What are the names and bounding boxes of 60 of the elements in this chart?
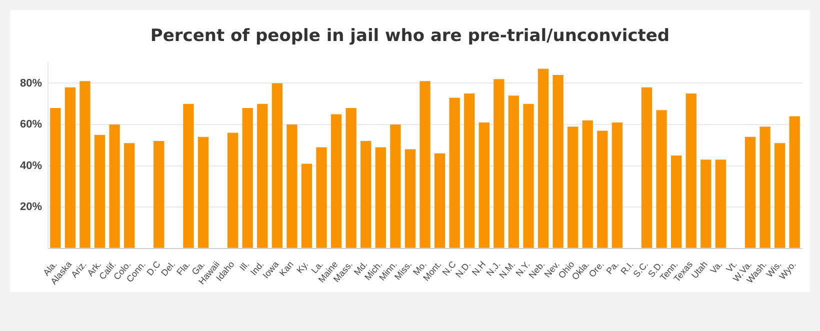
bar bbox=[523, 104, 534, 248]
bar bbox=[404, 149, 416, 248]
y-tick-label: 20% bbox=[20, 201, 42, 214]
bar bbox=[671, 155, 682, 248]
bar bbox=[94, 134, 106, 248]
bar bbox=[301, 164, 312, 248]
bar bbox=[64, 87, 76, 248]
bar bbox=[434, 153, 446, 248]
bar bbox=[597, 130, 608, 248]
bar bbox=[744, 136, 756, 248]
bar bbox=[478, 122, 490, 248]
bar bbox=[272, 83, 282, 248]
bar bbox=[789, 116, 800, 248]
bar bbox=[715, 160, 726, 248]
y-tick-label: 80% bbox=[20, 77, 42, 90]
bar bbox=[774, 143, 786, 248]
bar bbox=[183, 104, 194, 248]
bar bbox=[449, 98, 460, 248]
bar bbox=[612, 122, 623, 248]
y-tick-label: 60% bbox=[20, 118, 42, 131]
bar bbox=[330, 114, 342, 248]
bar bbox=[686, 94, 696, 248]
bar bbox=[257, 104, 268, 248]
bar bbox=[760, 126, 770, 248]
bar bbox=[641, 87, 652, 248]
bar bbox=[242, 108, 253, 248]
bar bbox=[494, 79, 504, 248]
bar bbox=[109, 124, 120, 248]
bar bbox=[316, 147, 327, 248]
bar bbox=[464, 94, 475, 248]
bar bbox=[656, 110, 667, 248]
bar bbox=[568, 126, 578, 248]
bar bbox=[346, 108, 356, 248]
bar bbox=[198, 136, 209, 248]
bar bbox=[538, 68, 549, 248]
chart-title: Percent of people in jail who are pre-trial/unconvicted bbox=[149, 26, 671, 46]
bar bbox=[390, 124, 401, 248]
bar bbox=[80, 81, 90, 248]
bar bbox=[700, 160, 712, 248]
x-tick-label: N.H bbox=[470, 259, 488, 278]
bar bbox=[508, 96, 520, 248]
x-tick-label: Del. bbox=[159, 259, 178, 278]
x-tick-label: Ind. bbox=[248, 259, 266, 278]
bar bbox=[375, 147, 386, 248]
bar bbox=[154, 141, 164, 248]
bar bbox=[286, 124, 298, 248]
x-tick-label: Va. bbox=[708, 259, 724, 276]
x-tick-label: Ore. bbox=[586, 259, 606, 280]
bar bbox=[227, 132, 238, 248]
x-tick-label: Ky. bbox=[294, 259, 310, 276]
bar bbox=[552, 74, 564, 248]
x-tick-label: Pa. bbox=[604, 259, 621, 276]
bar bbox=[50, 108, 61, 248]
y-tick-label: 40% bbox=[20, 160, 42, 172]
bar bbox=[124, 143, 135, 248]
bar bbox=[360, 141, 372, 248]
bar bbox=[420, 81, 430, 248]
x-tick-label: Ill. bbox=[238, 259, 252, 273]
x-tick-label: Fla. bbox=[174, 259, 192, 278]
bar bbox=[582, 120, 593, 248]
